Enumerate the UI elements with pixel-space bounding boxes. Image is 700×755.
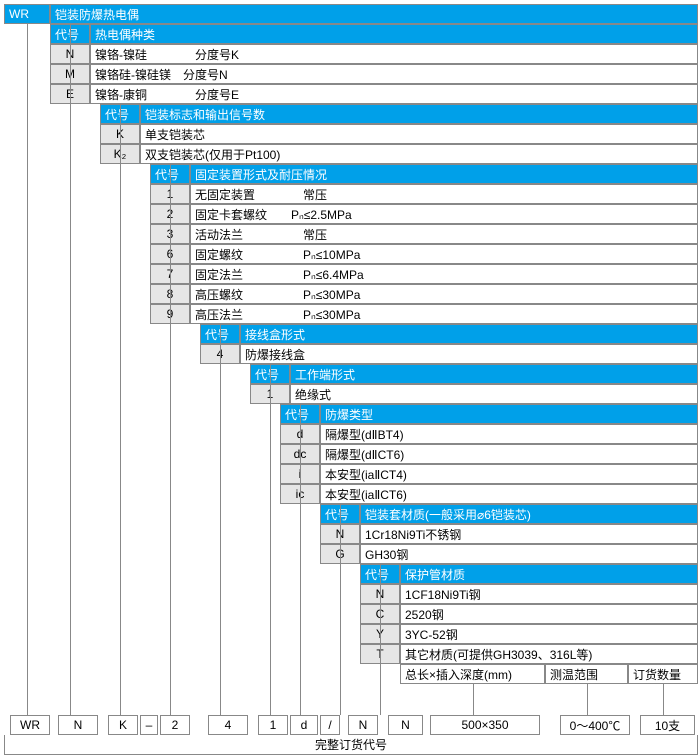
vline-extra-0 bbox=[473, 684, 474, 715]
order-item-12: 0～400℃ bbox=[560, 715, 630, 735]
section-4-title-header: 工作端形式 bbox=[290, 364, 698, 384]
section-1-row-0-value: 单支铠装芯 bbox=[140, 124, 698, 144]
vline-1 bbox=[70, 24, 71, 715]
section-0-title-header: 热电偶种类 bbox=[90, 24, 698, 44]
order-item-2: K bbox=[108, 715, 138, 735]
section-2-row-1-value: 固定卡套螺纹 Pₙ≤2.5MPa bbox=[190, 204, 698, 224]
section-3-row-0-value: 防爆接线盒 bbox=[240, 344, 698, 364]
section-6-row-1-value: GH30钢 bbox=[360, 544, 698, 564]
vline-4 bbox=[220, 324, 221, 715]
section-2-row-0-value: 无固定装置 常压 bbox=[190, 184, 698, 204]
vline-0 bbox=[27, 24, 28, 715]
order-item-10: N bbox=[388, 715, 423, 735]
extra-col-2-header: 订货数量 bbox=[628, 664, 698, 684]
section-7-row-1-value: 2520钢 bbox=[400, 604, 698, 624]
section-5-title-header: 防爆类型 bbox=[320, 404, 698, 424]
section-2-row-2-value: 活动法兰 常压 bbox=[190, 224, 698, 244]
section-5-row-1-value: 隔爆型(dⅡCT6) bbox=[320, 444, 698, 464]
main-code: WR bbox=[4, 4, 50, 24]
section-0-row-1-value: 镍铬硅-镍硅镁 分度号N bbox=[90, 64, 698, 84]
ordering-code-diagram: WR铠装防爆热电偶代号热电偶种类N镍铬-镍硅 分度号KM镍铬硅-镍硅镁 分度号N… bbox=[0, 0, 700, 753]
section-4-row-0-value: 绝缘式 bbox=[290, 384, 698, 404]
section-7-row-3-value: 其它材质(可提供GH3039、316L等) bbox=[400, 644, 698, 664]
section-2-row-4-value: 固定法兰 Pₙ≤6.4MPa bbox=[190, 264, 698, 284]
extra-col-0-header: 总长×插入深度(mm) bbox=[400, 664, 545, 684]
order-item-4: 2 bbox=[160, 715, 190, 735]
section-2-row-3-value: 固定螺纹 Pₙ≤10MPa bbox=[190, 244, 698, 264]
vline-8 bbox=[380, 564, 381, 715]
order-item-9: N bbox=[348, 715, 378, 735]
section-3-title-header: 接线盒形式 bbox=[240, 324, 698, 344]
vline-7 bbox=[340, 504, 341, 715]
order-item-0: WR bbox=[10, 715, 50, 735]
main-title: 铠装防爆热电偶 bbox=[50, 4, 698, 24]
section-1-row-1-value: 双支铠装芯(仅用于Pt100) bbox=[140, 144, 698, 164]
order-item-7: d bbox=[290, 715, 318, 735]
order-item-11: 500×350 bbox=[430, 715, 540, 735]
section-2-row-6-value: 高压法兰 Pₙ≤30MPa bbox=[190, 304, 698, 324]
section-2-title-header: 固定装置形式及耐压情况 bbox=[190, 164, 698, 184]
section-2-row-5-value: 高压螺纹 Pₙ≤30MPa bbox=[190, 284, 698, 304]
section-7-row-2-value: 3YC-52钢 bbox=[400, 624, 698, 644]
order-item-6: 1 bbox=[258, 715, 288, 735]
vline-extra-1 bbox=[587, 684, 588, 715]
order-label: 完整订货代号 bbox=[4, 735, 698, 755]
order-item-13: 10支 bbox=[640, 715, 695, 735]
section-7-row-0-value: 1CF18Ni9Ti钢 bbox=[400, 584, 698, 604]
section-6-title-header: 铠装套材质(一般采用⌀6铠装芯) bbox=[360, 504, 698, 524]
section-5-row-0-value: 隔爆型(dⅡBT4) bbox=[320, 424, 698, 444]
order-item-8: / bbox=[320, 715, 340, 735]
section-0-row-2-value: 镍铬-康铜 分度号E bbox=[90, 84, 698, 104]
section-1-title-header: 铠装标志和输出信号数 bbox=[140, 104, 698, 124]
vline-2 bbox=[120, 104, 121, 715]
section-6-row-0-value: 1Cr18Ni9Ti不锈钢 bbox=[360, 524, 698, 544]
section-5-row-3-value: 本安型(iaⅡCT6) bbox=[320, 484, 698, 504]
vline-3 bbox=[170, 164, 171, 715]
section-7-title-header: 保护管材质 bbox=[400, 564, 698, 584]
section-0-row-0-value: 镍铬-镍硅 分度号K bbox=[90, 44, 698, 64]
vline-extra-2 bbox=[663, 684, 664, 715]
order-item-5: 4 bbox=[208, 715, 248, 735]
vline-5 bbox=[270, 364, 271, 715]
order-item-1: N bbox=[58, 715, 98, 735]
extra-col-1-header: 测温范围 bbox=[545, 664, 628, 684]
order-item-3: – bbox=[140, 715, 158, 735]
vline-6 bbox=[300, 404, 301, 715]
section-5-row-2-value: 本安型(iaⅡCT4) bbox=[320, 464, 698, 484]
